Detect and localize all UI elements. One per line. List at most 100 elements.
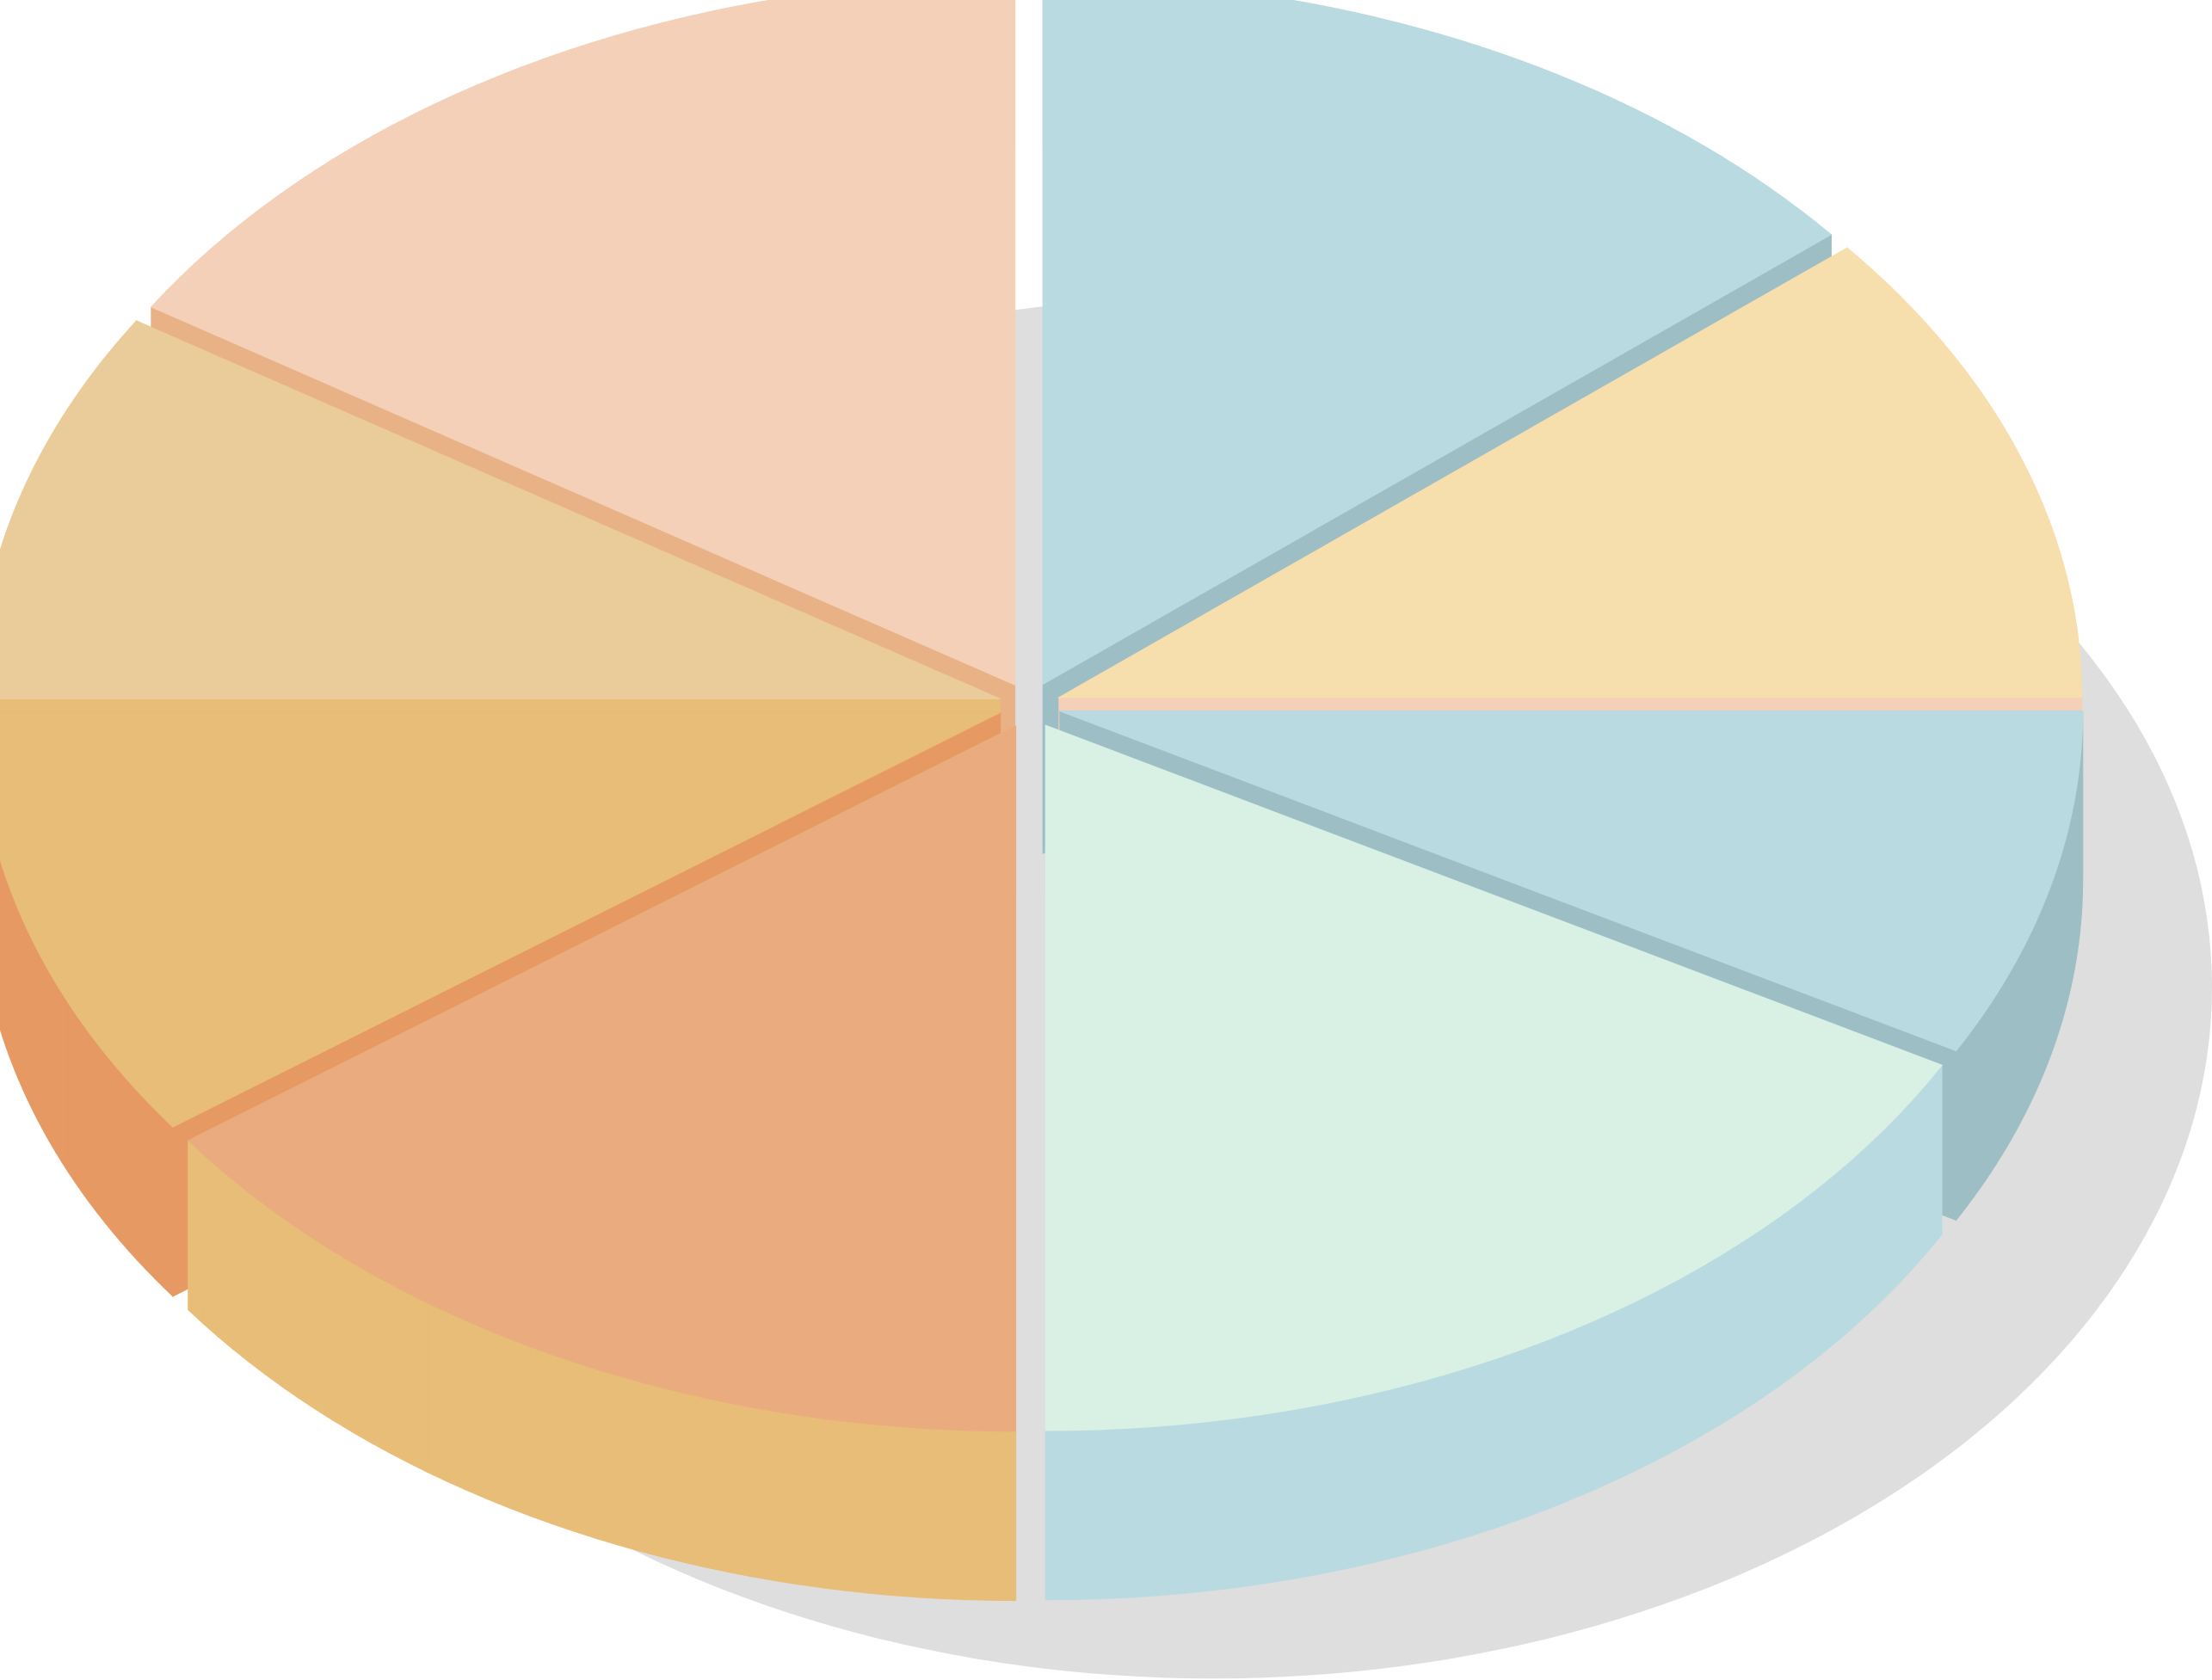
slice-side [1779, 1201, 1800, 1387]
slice-side [1798, 1187, 1818, 1373]
slice-side [2024, 937, 2030, 1116]
slice-side [298, 1228, 317, 1411]
slice-side [1072, 1429, 1101, 1601]
slice-side [1518, 1341, 1543, 1521]
slice-side [1542, 1332, 1567, 1512]
slice-side [17, 908, 23, 1090]
slice-side [847, 1421, 872, 1594]
slice-side [508, 1338, 531, 1517]
slice-side [1611, 1301, 1636, 1483]
slice-side [1154, 1424, 1183, 1597]
slice-side [74, 1011, 83, 1194]
slice-top [1042, 0, 1833, 686]
slice-side [127, 1080, 138, 1261]
slice-side [1469, 1358, 1495, 1537]
slice-side [1833, 1158, 1852, 1345]
slice-side [96, 1041, 105, 1223]
slice-side [388, 1283, 409, 1464]
slice-side [1634, 1289, 1658, 1472]
slice-side [1208, 1418, 1236, 1591]
slice-side [1883, 1112, 1901, 1300]
slice-side [1962, 1033, 1969, 1214]
slice-side [1720, 1241, 1742, 1425]
slice-side [81, 1021, 89, 1203]
slice-side [1444, 1366, 1470, 1545]
slice-side [67, 1001, 76, 1184]
slice-side [1181, 1420, 1210, 1595]
slice-side [1288, 1405, 1316, 1580]
slice-side [2053, 869, 2057, 1048]
slice-side [1100, 1427, 1128, 1600]
slice-top [0, 320, 1001, 699]
slice-side [1656, 1278, 1679, 1461]
slice-side [2043, 895, 2048, 1074]
slice-side [943, 1429, 969, 1601]
slice-side [684, 1393, 708, 1569]
slice-top [1059, 711, 2084, 1052]
slice-side [753, 1406, 778, 1582]
slice-side [145, 1098, 155, 1280]
slice-side [2015, 953, 2021, 1132]
slice-side [1979, 1010, 1987, 1191]
slice-side [661, 1387, 686, 1564]
slice-side [1868, 1128, 1885, 1315]
slice-side [2031, 920, 2037, 1098]
slice-side [919, 1427, 945, 1600]
slice-side [1261, 1409, 1290, 1585]
slice-side [1995, 985, 2002, 1166]
slice-side [32, 940, 39, 1121]
slice-side [54, 981, 63, 1164]
slice-side [1968, 1025, 1975, 1206]
slice-side [1589, 1311, 1613, 1492]
slice [187, 725, 1017, 1602]
slice-top [151, 0, 1016, 686]
slice-side [1990, 994, 1997, 1174]
slice-side [799, 1414, 825, 1589]
slice-side [369, 1271, 390, 1454]
slice-side [1973, 1018, 1981, 1198]
slice-side [1565, 1321, 1591, 1503]
slice-side [871, 1424, 897, 1597]
slice-side [616, 1375, 640, 1552]
slice-top [187, 725, 1017, 1432]
slice-side [1126, 1425, 1155, 1598]
slice-side [730, 1402, 755, 1578]
slice-side [163, 1117, 174, 1298]
slice-side [13, 898, 19, 1079]
slice-side [529, 1345, 552, 1524]
slice-side [1044, 1430, 1074, 1601]
slice-top [1044, 724, 1943, 1431]
slice-side [638, 1381, 662, 1558]
slice-side [2047, 886, 2051, 1065]
slice-side [5, 877, 10, 1058]
slice-side [551, 1353, 574, 1532]
slice-side [9, 887, 15, 1068]
slice-side [1851, 1143, 1870, 1330]
slice-side [1741, 1228, 1762, 1413]
slice-side [315, 1239, 334, 1422]
slice [1044, 724, 1943, 1601]
slice-side [153, 1107, 164, 1289]
slice-side [1418, 1374, 1445, 1552]
pie [0, 0, 2084, 1602]
slice-side [1899, 1096, 1915, 1284]
slice-side [706, 1398, 731, 1573]
slice-side [2019, 945, 2025, 1124]
slice-side [2, 865, 7, 1047]
slice-side [43, 960, 50, 1143]
slice-side [823, 1418, 848, 1592]
slice-side [332, 1250, 353, 1433]
slice-top [0, 711, 1001, 1128]
slice-side [1494, 1350, 1519, 1529]
slice-side [37, 951, 45, 1132]
slice-side [594, 1368, 618, 1546]
slice-top [1057, 247, 2083, 698]
slice-side [22, 920, 28, 1100]
slice-side [27, 930, 34, 1111]
slice-side [967, 1430, 993, 1601]
slice-side [2039, 903, 2045, 1082]
slice-side [1393, 1381, 1420, 1559]
slice-side [2036, 912, 2041, 1091]
slice-side [1315, 1400, 1342, 1576]
